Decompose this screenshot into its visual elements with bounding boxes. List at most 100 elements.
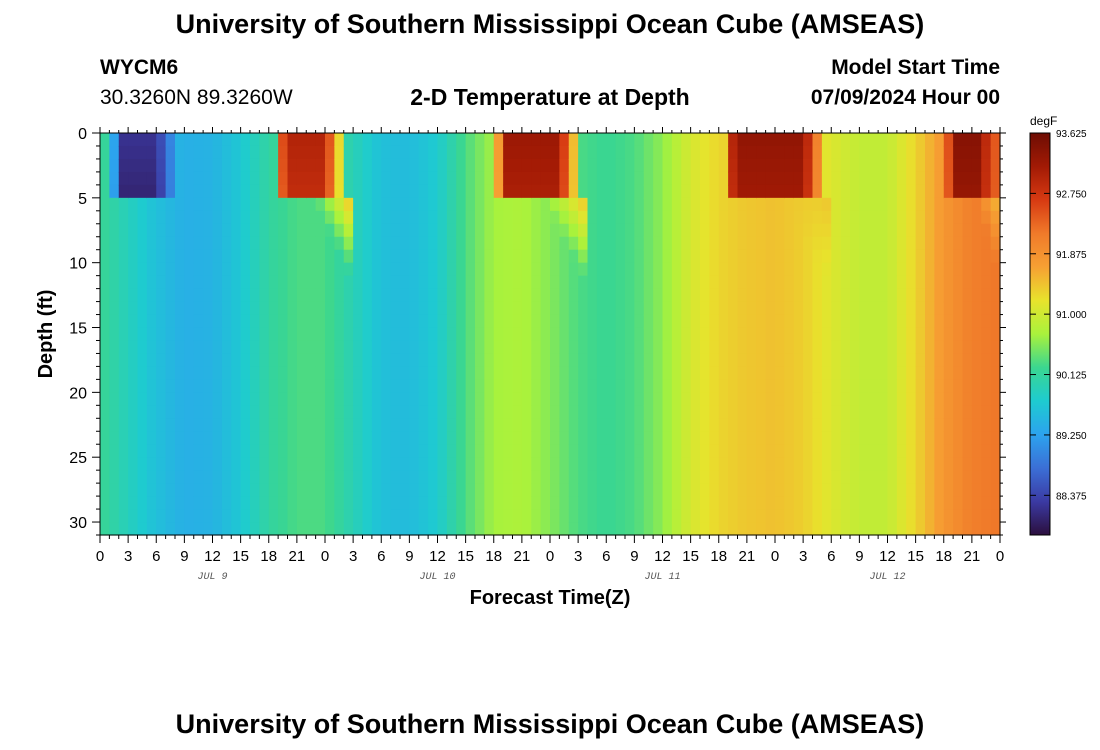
- heatmap-cell: [456, 483, 467, 497]
- heatmap-cell: [306, 418, 317, 432]
- x-tick-label: 9: [180, 548, 188, 565]
- heatmap-cell: [540, 483, 551, 497]
- heatmap-cell: [615, 184, 626, 199]
- heatmap-cell: [362, 210, 373, 225]
- heatmap-cell: [775, 171, 785, 186]
- heatmap-cell: [550, 457, 560, 471]
- heatmap-cell: [503, 210, 514, 225]
- heatmap-cell: [868, 158, 879, 173]
- heatmap-cell: [737, 392, 748, 406]
- heatmap-cell: [531, 236, 542, 251]
- heatmap-cell: [156, 470, 167, 484]
- heatmap-cell: [990, 288, 1001, 303]
- heatmap-cell: [915, 184, 926, 199]
- heatmap-cell: [831, 145, 842, 160]
- heatmap-cell: [615, 171, 626, 186]
- heatmap-cell: [765, 249, 776, 264]
- heatmap-cell: [287, 431, 298, 445]
- heatmap-cell: [915, 327, 926, 342]
- heatmap-cell: [296, 158, 307, 173]
- heatmap-cell: [212, 262, 223, 277]
- heatmap-cell: [915, 457, 926, 471]
- heatmap-cell: [343, 431, 354, 445]
- heatmap-cell: [503, 483, 514, 497]
- heatmap-cell: [146, 275, 157, 290]
- heatmap-cell: [681, 340, 692, 355]
- heatmap-cell: [615, 197, 626, 212]
- y-axis-label: Depth (ft): [35, 290, 57, 379]
- heatmap-cell: [231, 392, 242, 406]
- heatmap-cell: [334, 392, 345, 406]
- heatmap-cell: [296, 470, 307, 484]
- heatmap-cell: [465, 275, 476, 290]
- heatmap-cell: [568, 184, 579, 199]
- heatmap-cell: [221, 470, 232, 484]
- heatmap-cell: [409, 470, 420, 484]
- heatmap: [100, 133, 1001, 536]
- heatmap-cell: [775, 509, 785, 523]
- heatmap-cell: [568, 197, 579, 212]
- heatmap-cell: [915, 210, 926, 225]
- heatmap-cell: [934, 470, 945, 484]
- heatmap-cell: [775, 262, 785, 277]
- heatmap-cell: [840, 327, 851, 342]
- heatmap-cell: [521, 405, 532, 419]
- heatmap-cell: [203, 223, 214, 238]
- heatmap-cell: [775, 496, 785, 510]
- heatmap-cell: [962, 509, 973, 523]
- heatmap-cell: [475, 133, 485, 147]
- colorbar-tick-label: 88.375: [1056, 491, 1087, 502]
- heatmap-cell: [793, 288, 804, 303]
- heatmap-cell: [765, 145, 776, 160]
- x-tick-label: 21: [514, 548, 531, 565]
- heatmap-cell: [493, 210, 504, 225]
- heatmap-cell: [296, 327, 307, 342]
- heatmap-cell: [484, 366, 495, 380]
- heatmap-cell: [831, 496, 842, 510]
- heatmap-cell: [512, 145, 523, 160]
- heatmap-cell: [306, 496, 317, 510]
- heatmap-cell: [390, 249, 401, 264]
- heatmap-cell: [746, 405, 757, 419]
- heatmap-cell: [259, 444, 270, 458]
- heatmap-cell: [100, 223, 110, 238]
- heatmap-cell: [137, 353, 148, 368]
- model-start-label: Model Start Time: [831, 56, 1000, 79]
- heatmap-cell: [962, 210, 973, 225]
- heatmap-cell: [456, 158, 467, 173]
- heatmap-cell: [550, 223, 560, 238]
- heatmap-cell: [831, 470, 842, 484]
- heatmap-cell: [550, 444, 560, 458]
- heatmap-cell: [381, 431, 392, 445]
- heatmap-cell: [334, 353, 345, 368]
- heatmap-cell: [306, 275, 317, 290]
- heatmap-cell: [521, 145, 532, 160]
- heatmap-cell: [540, 171, 551, 186]
- heatmap-cell: [353, 249, 364, 264]
- heatmap-cell: [484, 431, 495, 445]
- heatmap-cell: [503, 444, 514, 458]
- x-tick-label: 15: [232, 548, 249, 565]
- heatmap-cell: [334, 457, 345, 471]
- heatmap-cell: [409, 379, 420, 393]
- heatmap-cell: [962, 314, 973, 329]
- heatmap-cell: [212, 418, 223, 432]
- heatmap-cell: [587, 366, 598, 380]
- heatmap-cell: [418, 379, 429, 393]
- heatmap-cell: [437, 197, 448, 212]
- heatmap-cell: [146, 496, 157, 510]
- heatmap-cell: [446, 262, 457, 277]
- heatmap-cell: [962, 223, 973, 238]
- heatmap-cell: [465, 379, 476, 393]
- heatmap-cell: [212, 457, 223, 471]
- heatmap-cell: [540, 314, 551, 329]
- heatmap-cell: [371, 353, 382, 368]
- heatmap-cell: [756, 522, 767, 536]
- heatmap-cell: [606, 327, 617, 342]
- heatmap-cell: [953, 483, 964, 497]
- heatmap-cell: [962, 301, 973, 316]
- heatmap-cell: [559, 262, 570, 277]
- heatmap-cell: [118, 327, 129, 342]
- heatmap-cell: [587, 158, 598, 173]
- heatmap-cell: [737, 314, 748, 329]
